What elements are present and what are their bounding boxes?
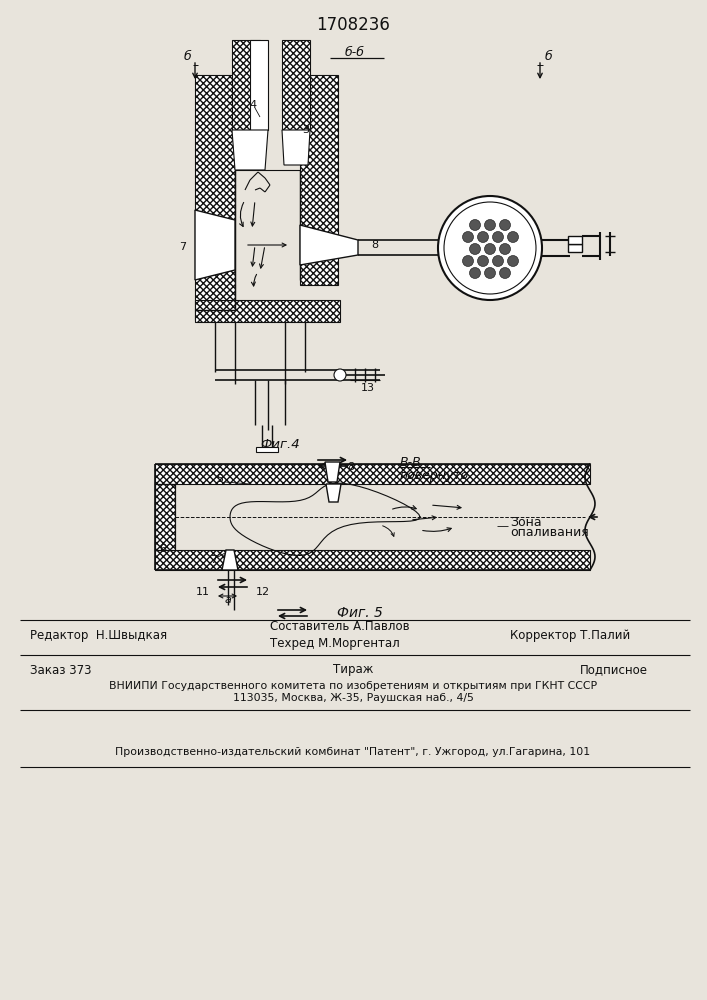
Text: Составитель А.Павлов: Составитель А.Павлов — [270, 620, 409, 634]
Text: 13: 13 — [361, 383, 375, 393]
Bar — [250, 40, 268, 130]
Text: Подписное: Подписное — [580, 664, 648, 676]
Text: Фиг. 5: Фиг. 5 — [337, 606, 383, 620]
Bar — [155, 484, 175, 550]
Circle shape — [484, 220, 496, 231]
Circle shape — [469, 267, 481, 278]
Text: опаливания: опаливания — [510, 526, 589, 538]
Circle shape — [462, 255, 474, 266]
Text: 4: 4 — [250, 100, 257, 110]
Circle shape — [484, 243, 496, 254]
Text: 5: 5 — [216, 474, 223, 484]
Text: 7: 7 — [210, 555, 217, 565]
Polygon shape — [300, 225, 358, 265]
Circle shape — [484, 267, 496, 278]
Text: 113035, Москва, Ж-35, Раушская наб., 4/5: 113035, Москва, Ж-35, Раушская наб., 4/5 — [233, 693, 474, 703]
Bar — [155, 464, 590, 484]
Polygon shape — [326, 484, 341, 502]
Polygon shape — [195, 210, 235, 280]
Bar — [282, 40, 310, 130]
Circle shape — [493, 232, 503, 242]
Text: 3: 3 — [303, 125, 310, 135]
Text: 7: 7 — [180, 242, 187, 252]
Text: Редактор  Н.Швыдкая: Редактор Н.Швыдкая — [30, 629, 167, 642]
Circle shape — [508, 232, 518, 242]
Text: б-б: б-б — [345, 46, 365, 60]
Bar — [568, 236, 582, 244]
Text: б: б — [183, 49, 191, 62]
Text: Заказ 373: Заказ 373 — [30, 664, 91, 676]
Circle shape — [462, 232, 474, 242]
Bar — [155, 484, 175, 550]
Circle shape — [469, 220, 481, 231]
Polygon shape — [325, 462, 340, 482]
Text: б: б — [544, 49, 552, 62]
Bar — [195, 300, 340, 322]
Circle shape — [500, 243, 510, 254]
Circle shape — [334, 369, 346, 381]
Bar — [300, 75, 338, 285]
Circle shape — [469, 243, 481, 254]
Bar — [155, 550, 590, 570]
Bar — [568, 244, 582, 252]
Circle shape — [477, 232, 489, 242]
Text: 6: 6 — [160, 544, 167, 554]
Text: 8: 8 — [371, 240, 378, 250]
Text: ВНИИПИ Государственного комитета по изобретениям и открытиям при ГКНТ СССР: ВНИИПИ Государственного комитета по изоб… — [109, 681, 597, 691]
Circle shape — [477, 255, 489, 266]
Text: 12: 12 — [256, 587, 270, 597]
Polygon shape — [222, 550, 238, 570]
Text: Производственно-издательский комбинат "Патент", г. Ужгород, ул.Гагарина, 101: Производственно-издательский комбинат "П… — [115, 747, 590, 757]
Bar — [195, 75, 235, 320]
Text: повернуто: повернуто — [400, 468, 469, 482]
Circle shape — [500, 267, 510, 278]
Polygon shape — [232, 130, 268, 170]
Bar — [256, 447, 278, 452]
Polygon shape — [282, 130, 310, 165]
Bar — [232, 40, 260, 130]
Text: а: а — [225, 595, 231, 605]
Text: Техред М.Моргентал: Техред М.Моргентал — [270, 637, 399, 650]
Text: Корректор Т.Палий: Корректор Т.Палий — [510, 629, 630, 642]
Text: В-В: В-В — [400, 456, 422, 468]
Circle shape — [438, 196, 542, 300]
Text: 1708236: 1708236 — [316, 16, 390, 34]
Circle shape — [444, 202, 536, 294]
Circle shape — [508, 255, 518, 266]
Text: 8: 8 — [347, 462, 354, 472]
Text: Тираж: Тираж — [333, 664, 373, 676]
Text: Зона: Зона — [510, 516, 542, 528]
Text: Фиг.4: Фиг.4 — [260, 438, 300, 450]
Circle shape — [500, 220, 510, 231]
Text: 11: 11 — [196, 587, 210, 597]
Circle shape — [493, 255, 503, 266]
